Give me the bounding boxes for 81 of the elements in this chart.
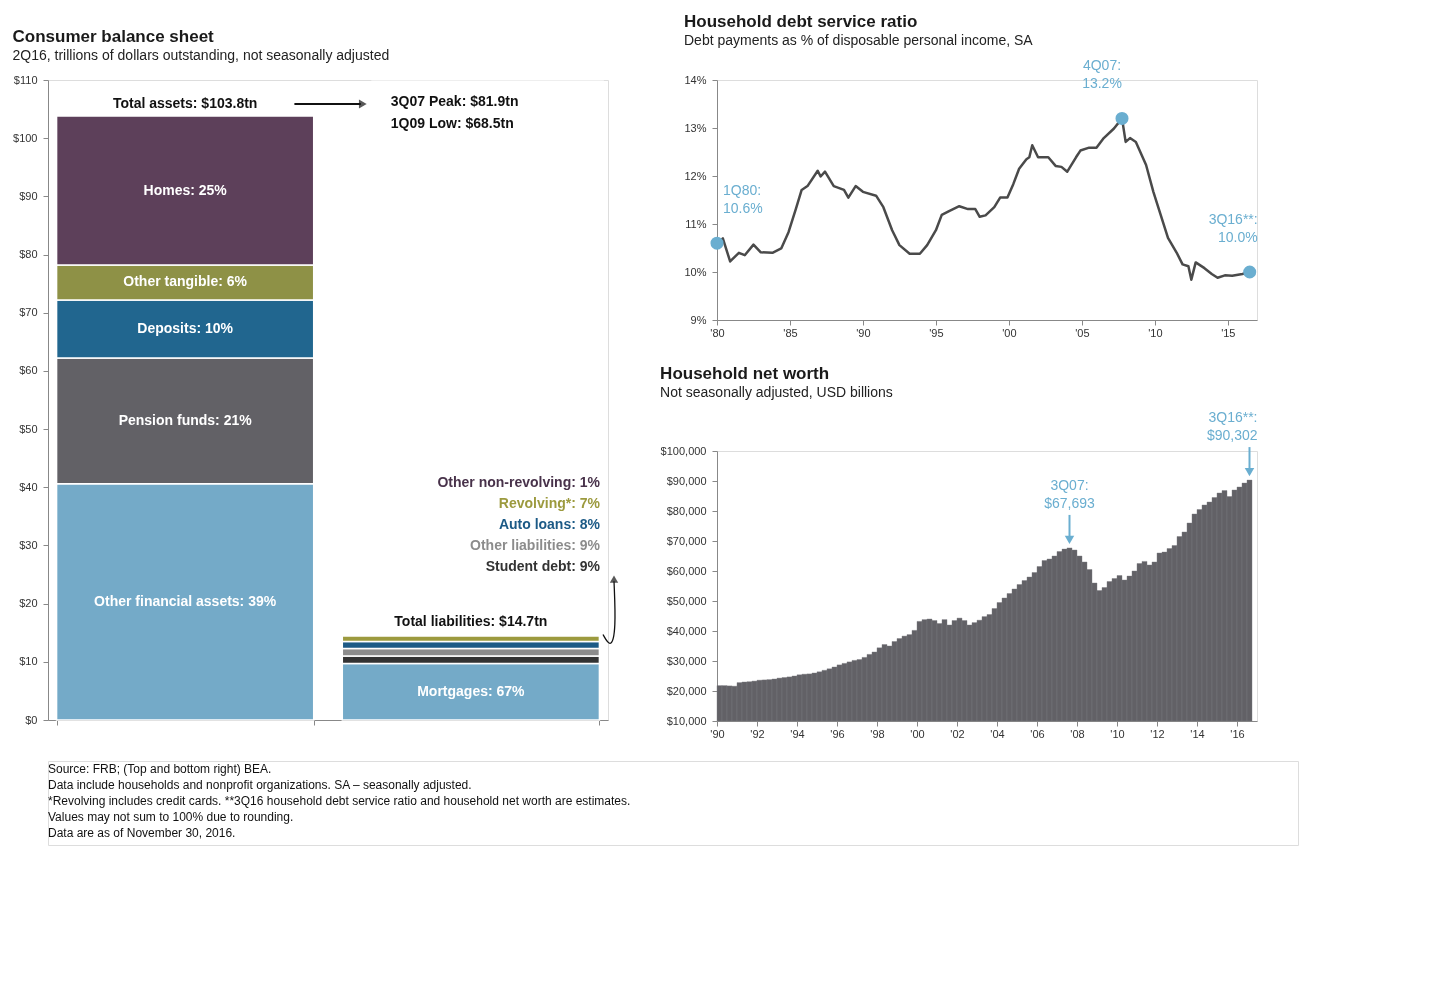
x-tick-label: '08 — [1070, 727, 1085, 740]
y-tick-label: $40,000 — [666, 624, 707, 637]
y-tick-label: $30,000 — [666, 654, 707, 667]
y-tick-label: 10% — [684, 265, 707, 278]
y-tick-label: $20 — [19, 597, 38, 610]
y-tick-label: 14% — [684, 73, 707, 86]
chart-subtitle: Not seasonally adjusted, USD billions — [660, 384, 893, 401]
y-tick-label: $20,000 — [666, 684, 707, 697]
annotation: 1Q09 Low: $68.5tn — [390, 115, 514, 131]
x-tick-label: '95 — [929, 326, 944, 339]
annotation: 3Q16**: 10.0% — [1208, 211, 1258, 245]
x-tick-label: '15 — [1221, 326, 1236, 339]
y-tick-label: 13% — [684, 121, 707, 134]
x-tick-label: '85 — [783, 326, 798, 339]
text: Data are as of November 30, 2016. — [48, 826, 236, 840]
y-tick-label: $60,000 — [666, 564, 707, 577]
x-tick-label: '00 — [1002, 326, 1017, 339]
text: Values may not sum to 100% due to rounding. — [48, 810, 294, 824]
annotation: 3Q07 Peak: $81.9tn — [390, 93, 519, 109]
text: Revolving*: 7% — [498, 495, 601, 512]
annotation: 4Q07: 13.2% — [1082, 57, 1122, 92]
series-label: Other tangible: 6% — [123, 273, 248, 290]
y-tick-label: $90 — [19, 189, 38, 202]
text: Data include households and nonprofit organizations. SA – seasonally adjusted. — [48, 778, 472, 792]
source-note: Source: FRB; (Top and bottom right) BEA. — [48, 762, 272, 776]
chart-subtitle: 2Q16, trillions of dollars outstanding, not seasonally adjusted — [12, 47, 390, 63]
x-tick-label: '12 — [1150, 727, 1165, 740]
x-tick-label: '06 — [1030, 727, 1045, 740]
series-label: Mortgages: 67% — [417, 682, 526, 699]
y-tick-label: 11% — [685, 217, 707, 230]
text: Auto loans: 8% — [498, 516, 601, 533]
series-label: Other financial assets: 39% — [94, 592, 277, 609]
x-tick-label: '16 — [1230, 727, 1245, 740]
x-tick-label: '90 — [710, 727, 725, 740]
x-tick-label: '80 — [710, 326, 725, 339]
x-tick-label: '00 — [910, 727, 925, 740]
x-tick-label: '02 — [950, 727, 965, 740]
y-tick-label: $50,000 — [666, 594, 707, 607]
y-tick-label: $50 — [19, 422, 38, 435]
y-tick-label: $100 — [13, 131, 38, 144]
y-tick-label: $70,000 — [666, 534, 707, 547]
y-tick-label: $110 — [13, 73, 38, 86]
x-tick-label: '10 — [1148, 326, 1163, 339]
x-tick-label: '98 — [870, 727, 885, 740]
y-tick-label: 9% — [690, 313, 707, 326]
series-label: Homes: 25% — [143, 181, 228, 198]
total-label: Total assets: $103.8tn — [112, 95, 258, 112]
y-tick-label: $80,000 — [666, 504, 707, 517]
series-label: Pension funds: 21% — [118, 411, 253, 428]
y-tick-label: $80 — [19, 248, 38, 261]
y-tick-label: $0 — [25, 713, 38, 726]
x-tick-label: '92 — [750, 727, 765, 740]
x-tick-label: '10 — [1110, 727, 1125, 740]
y-tick-label: $90,000 — [666, 474, 707, 487]
chart-title: Household debt service ratio — [683, 12, 918, 32]
chart-title: Consumer balance sheet — [12, 27, 215, 46]
x-tick-label: '05 — [1075, 326, 1090, 339]
text: Other non-revolving: 1% — [437, 474, 601, 491]
x-tick-label: '96 — [830, 727, 845, 740]
total-label: Total liabilities: $14.7tn — [394, 613, 548, 630]
y-tick-label: $10,000 — [666, 714, 707, 727]
x-tick-label: '04 — [990, 727, 1005, 740]
text: Other liabilities: 9% — [470, 537, 601, 554]
chart-subtitle: Debt payments as % of disposable personal income, SA — [683, 32, 1034, 49]
text: *Revolving includes credit cards. **3Q16 household debt service ratio and household net worth are estimates. — [48, 794, 631, 808]
y-tick-label: $30 — [19, 538, 38, 551]
x-tick-label: '14 — [1190, 727, 1205, 740]
x-tick-label: '94 — [790, 727, 805, 740]
text: Student debt: 9% — [485, 558, 601, 575]
x-tick-label: '90 — [856, 326, 871, 339]
y-tick-label: $100,000 — [660, 444, 707, 457]
y-tick-label: $10 — [19, 655, 38, 668]
series-label: Deposits: 10% — [137, 320, 234, 337]
annotation: 1Q80: 10.6% — [723, 182, 763, 217]
y-tick-label: $70 — [19, 306, 38, 319]
y-tick-label: 12% — [684, 169, 707, 182]
chart-title: Household net worth — [660, 364, 830, 384]
y-tick-label: $60 — [19, 364, 38, 377]
annotation: 3Q16**: $90,302 — [1206, 409, 1258, 444]
y-tick-label: $40 — [19, 480, 38, 493]
annotation: 3Q07: $67,693 — [1044, 476, 1096, 511]
